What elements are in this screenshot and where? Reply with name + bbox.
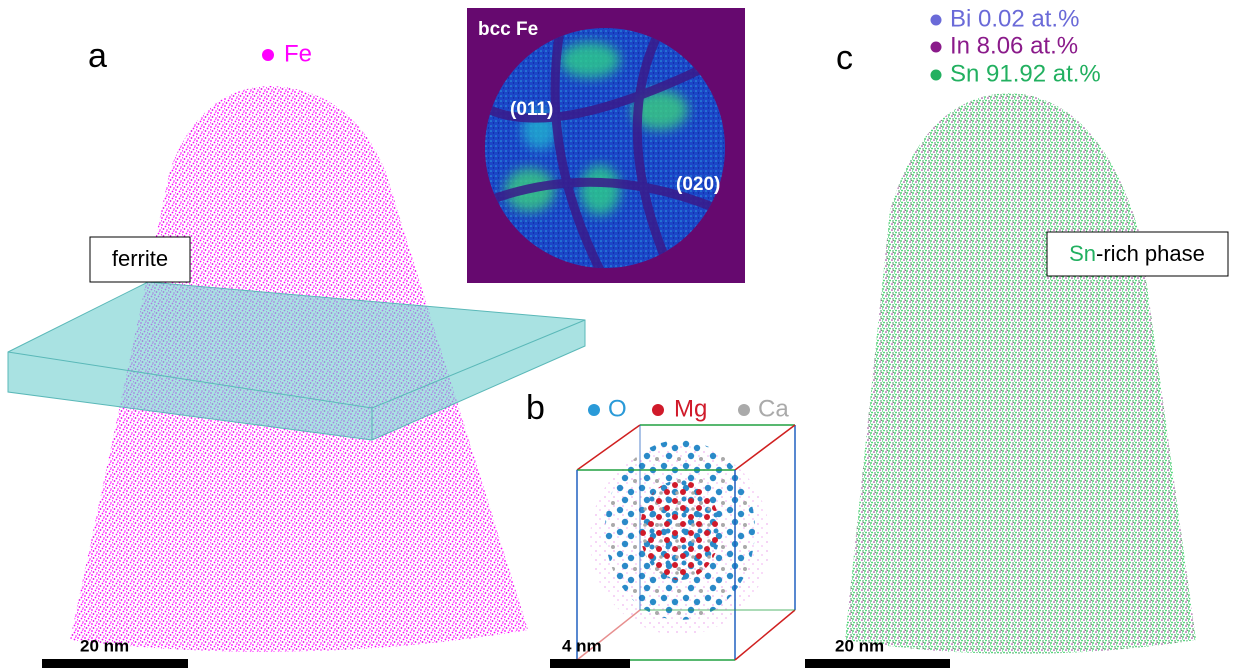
sn-tip [845, 93, 1196, 654]
ferrite-slab [8, 282, 585, 440]
inset: bcc Fe (011) (020) [467, 8, 745, 283]
panel-c: c Bi 0.02 at.% In 8.06 at.% Sn 91.92 at.… [805, 5, 1228, 668]
legend-label: In 8.06 at.% [950, 32, 1078, 59]
legend-dot [262, 49, 274, 61]
scale-bar [42, 659, 188, 668]
panel-label: c [836, 39, 853, 77]
scale-bar-label: 4 nm [562, 636, 602, 655]
scale-bar [550, 659, 630, 668]
legend-dot [931, 42, 942, 53]
scale-bar-label: 20 nm [80, 636, 129, 655]
legend-dot [588, 404, 600, 416]
point-cloud [640, 480, 720, 580]
plane-label: (020) [676, 174, 720, 195]
legend-label: Bi 0.02 at.% [950, 5, 1079, 32]
inset-title: bcc Fe [478, 19, 538, 40]
panel-b: b O Mg Ca 4 nm [526, 389, 795, 668]
annotation-text: -rich phase [1096, 241, 1205, 266]
scale-bar-label: 20 nm [835, 636, 884, 655]
figure: a Fe ferrite 20 nm bcc Fe [0, 0, 1234, 668]
panel-label: a [88, 37, 107, 75]
scale-bar [805, 659, 950, 668]
legend-dot [738, 404, 750, 416]
legend-label: O [608, 395, 627, 422]
legend-label: Mg [674, 395, 707, 422]
legend-label: Fe [284, 40, 312, 67]
legend-dot [652, 404, 664, 416]
plane-label: (011) [510, 99, 553, 120]
annotation: Sn-rich phase [1069, 241, 1205, 266]
legend-dot [931, 15, 942, 26]
legend-dot [931, 70, 942, 81]
annotation-highlight: Sn [1069, 241, 1096, 266]
panel-label: b [526, 389, 545, 427]
annotation: ferrite [112, 246, 168, 271]
legend-label: Ca [758, 395, 789, 422]
legend-label: Sn 91.92 at.% [950, 60, 1101, 87]
